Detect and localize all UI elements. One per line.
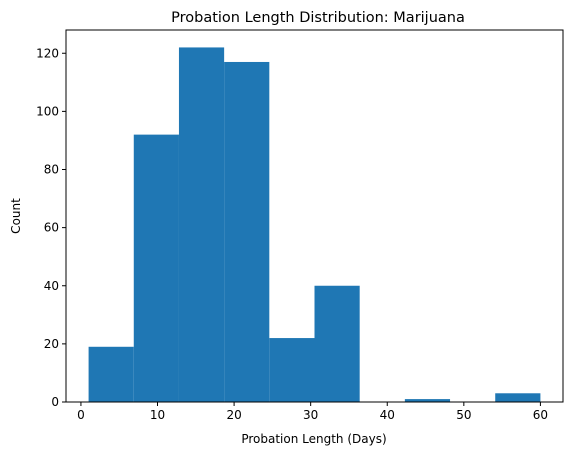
histogram-bar <box>495 393 541 402</box>
y-tick-label: 120 <box>36 46 59 60</box>
x-tick-label: 20 <box>226 408 241 422</box>
y-tick-label: 100 <box>36 104 59 118</box>
x-axis-label: Probation Length (Days) <box>241 432 386 446</box>
histogram-bar <box>224 61 270 402</box>
x-axis: 0 10 20 30 40 50 60 <box>77 402 548 422</box>
y-axis: 0 20 40 60 80 100 120 <box>36 46 66 409</box>
x-tick-label: 0 <box>77 408 85 422</box>
histogram-bar <box>314 285 360 402</box>
y-tick-label: 20 <box>44 337 59 351</box>
histogram-bar <box>133 134 179 402</box>
y-axis-label: Count <box>9 198 23 234</box>
plot-area <box>88 47 541 402</box>
histogram-bar <box>178 47 225 402</box>
x-tick-label: 60 <box>533 408 548 422</box>
x-tick-label: 50 <box>456 408 471 422</box>
y-tick-label: 80 <box>44 163 59 177</box>
histogram-bar <box>404 399 451 402</box>
y-tick-label: 40 <box>44 279 59 293</box>
plot-frame <box>65 29 564 403</box>
x-tick-label: 30 <box>303 408 318 422</box>
x-tick-label: 40 <box>380 408 395 422</box>
histogram-bar <box>88 346 134 402</box>
histogram-bar <box>269 338 315 402</box>
y-tick-label: 60 <box>44 221 59 235</box>
y-tick-label: 0 <box>51 395 59 409</box>
x-tick-label: 10 <box>150 408 165 422</box>
chart-title: Probation Length Distribution: Marijuana <box>171 10 465 26</box>
